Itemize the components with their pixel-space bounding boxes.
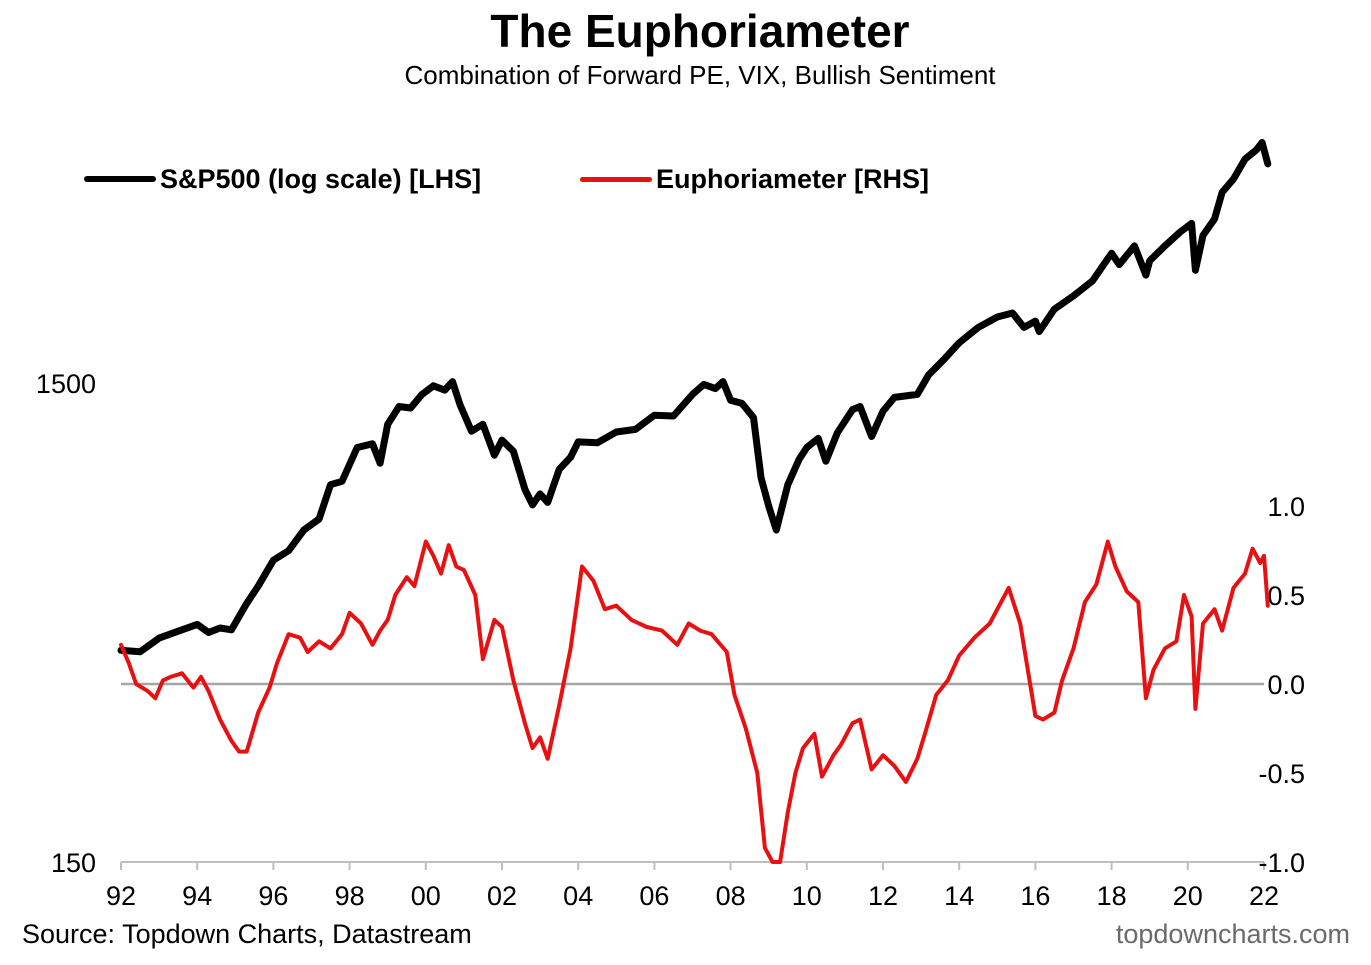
legend-item-euphoriameter: Euphoriameter [RHS] [580,161,929,197]
right-tick-label: 1.0 [1267,492,1305,522]
right-tick-label: 0.5 [1267,581,1305,611]
series-line-sp500 [117,139,1272,656]
x-tick-label: 22 [1249,881,1279,911]
x-tick-label: 98 [335,881,365,911]
x-tick-label: 96 [258,881,288,911]
right-tick-label: -1.0 [1258,848,1305,878]
legend-item-sp500: S&P500 (log scale) [LHS] [84,161,481,197]
chart-subtitle: Combination of Forward PE, VIX, Bullish … [404,60,996,90]
series-line-euphoriameter [119,539,1270,864]
x-tick-label: 18 [1097,881,1127,911]
source-note: Source: Topdown Charts, Datastream [22,919,472,949]
chart-title: The Euphoriameter [490,5,910,57]
legend-swatch-euphoriameter [580,176,652,182]
x-tick-label: 02 [487,881,517,911]
x-tick-label: 04 [563,881,593,911]
legend-label-euphoriameter: Euphoriameter [RHS] [656,163,930,194]
x-tick-label: 08 [716,881,746,911]
x-tick-label: 16 [1020,881,1050,911]
x-tick-label: 94 [182,881,212,911]
x-tick-label: 00 [411,881,441,911]
x-tick-label: 92 [106,881,136,911]
left-tick-label: 1500 [36,369,96,399]
x-tick-label: 14 [944,881,974,911]
left-tick-label: 150 [51,848,96,878]
x-tick-label: 12 [868,881,898,911]
brand-watermark: topdowncharts.com [1115,919,1350,949]
legend-label-sp500: S&P500 (log scale) [LHS] [160,163,482,194]
x-tick-label: 06 [639,881,669,911]
x-tick-label: 10 [792,881,822,911]
right-tick-label: -0.5 [1258,759,1305,789]
legend-swatch-sp500 [84,176,156,182]
x-tick-label: 20 [1173,881,1203,911]
right-tick-label: 0.0 [1267,670,1305,700]
